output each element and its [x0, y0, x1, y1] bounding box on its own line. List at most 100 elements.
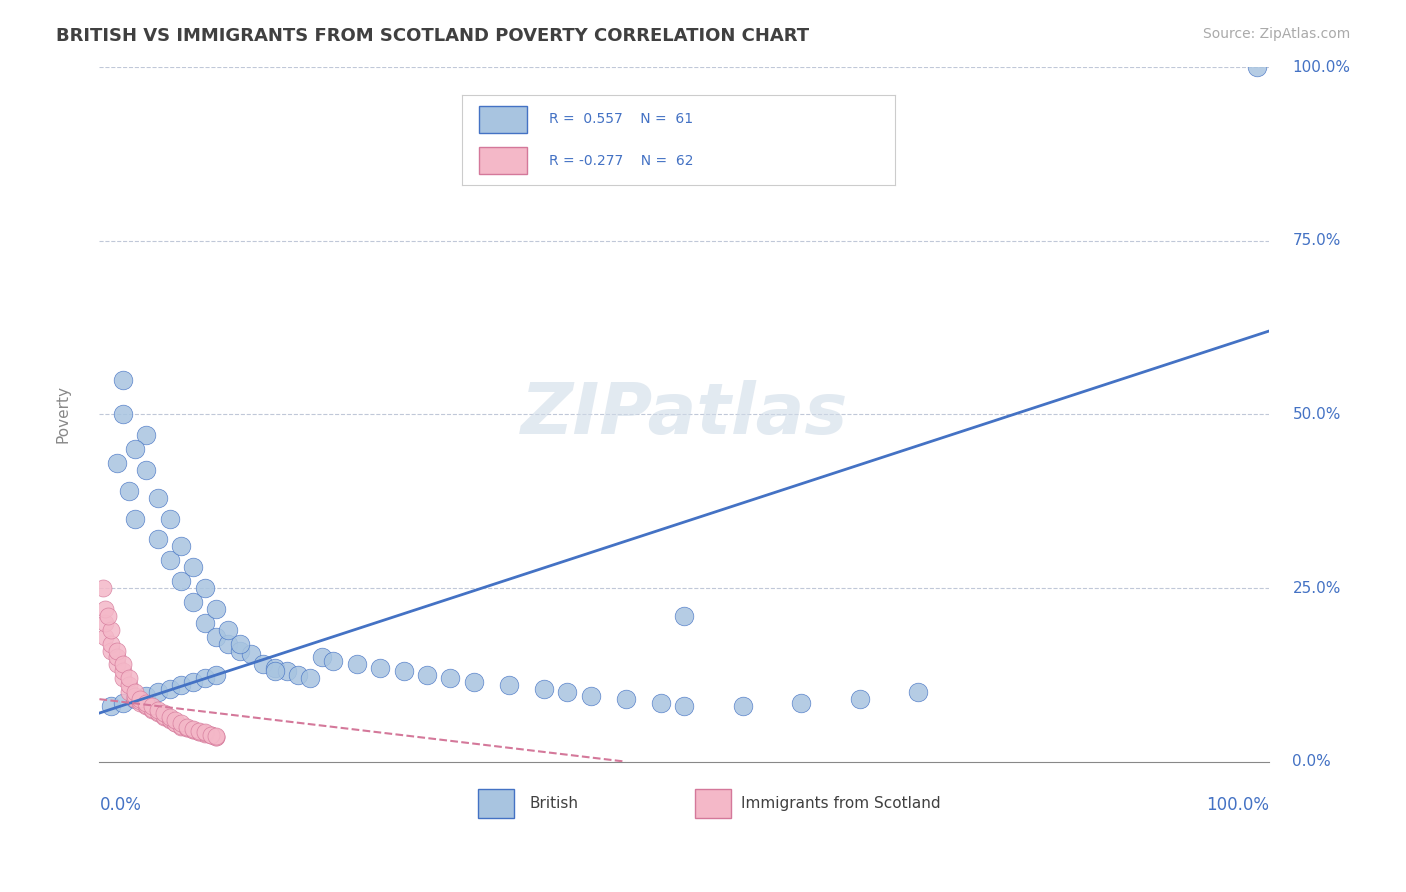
Point [129, 693, 152, 707]
Point [176, 721, 198, 735]
Point [100, 637, 122, 651]
Point [217, 637, 239, 651]
Point [170, 539, 193, 553]
Text: 100.0%: 100.0% [1292, 60, 1350, 75]
Point [105, 643, 128, 657]
Point [111, 657, 134, 672]
Point [263, 665, 285, 679]
Point [170, 720, 193, 734]
Point [368, 661, 391, 675]
Point [100, 623, 122, 637]
Point [152, 708, 174, 723]
Point [194, 581, 217, 595]
Point [135, 689, 157, 703]
Point [194, 615, 217, 630]
Point [176, 720, 198, 734]
Point [146, 491, 169, 505]
Point [205, 668, 228, 682]
Point [463, 674, 485, 689]
Point [146, 702, 169, 716]
Point [194, 727, 217, 741]
Point [187, 725, 209, 739]
Point [673, 608, 696, 623]
Point [392, 665, 415, 679]
Point [346, 657, 368, 672]
Point [124, 692, 146, 706]
Point [129, 692, 152, 706]
Point [1246, 60, 1268, 74]
Point [165, 715, 187, 730]
Point [111, 671, 134, 685]
Point [673, 699, 696, 714]
Point [111, 408, 134, 422]
Point [94, 630, 117, 644]
Text: Source: ZipAtlas.com: Source: ZipAtlas.com [1202, 27, 1350, 41]
Point [124, 685, 146, 699]
Point [181, 723, 204, 738]
Point [159, 713, 181, 727]
Point [181, 560, 204, 574]
Point [533, 681, 555, 696]
Point [105, 650, 128, 665]
Point [170, 719, 193, 733]
Point [205, 731, 228, 745]
Point [146, 706, 169, 720]
Point [187, 724, 209, 739]
Point [240, 647, 263, 661]
Text: 100.0%: 100.0% [1206, 797, 1270, 814]
Point [176, 722, 198, 736]
Point [205, 730, 228, 744]
Point [579, 689, 602, 703]
Point [124, 442, 146, 456]
Text: 75.0%: 75.0% [1292, 233, 1341, 248]
Point [298, 671, 321, 685]
Point [129, 696, 152, 710]
Point [118, 685, 141, 699]
Point [152, 706, 174, 720]
Point [848, 692, 870, 706]
Point [118, 671, 141, 685]
Point [100, 643, 122, 657]
Point [252, 657, 274, 672]
Point [650, 696, 672, 710]
Point [124, 689, 146, 703]
Text: 25.0%: 25.0% [1292, 581, 1341, 596]
Point [152, 709, 174, 723]
Point [141, 702, 163, 716]
Point [790, 696, 813, 710]
Point [135, 696, 157, 710]
Point [416, 668, 439, 682]
Point [181, 595, 204, 609]
Point [118, 678, 141, 692]
Point [111, 665, 134, 679]
Point [165, 716, 187, 731]
Point [94, 602, 117, 616]
Point [170, 678, 193, 692]
Point [159, 681, 181, 696]
Point [146, 533, 169, 547]
Point [159, 709, 181, 723]
Text: Poverty: Poverty [55, 385, 70, 443]
Point [135, 698, 157, 712]
Point [276, 665, 298, 679]
Point [97, 608, 120, 623]
Point [205, 729, 228, 743]
Point [141, 702, 163, 716]
Point [124, 511, 146, 525]
Point [194, 725, 217, 739]
Point [159, 511, 181, 525]
Point [614, 692, 637, 706]
Point [194, 726, 217, 740]
Point [111, 696, 134, 710]
Point [498, 678, 520, 692]
Point [146, 685, 169, 699]
Point [91, 581, 114, 595]
Point [181, 722, 204, 736]
Text: 0.0%: 0.0% [100, 797, 141, 814]
Point [159, 712, 181, 726]
Point [141, 699, 163, 714]
Point [731, 699, 754, 714]
Point [200, 728, 222, 742]
Text: BRITISH VS IMMIGRANTS FROM SCOTLAND POVERTY CORRELATION CHART: BRITISH VS IMMIGRANTS FROM SCOTLAND POVE… [56, 27, 810, 45]
Point [187, 724, 209, 739]
